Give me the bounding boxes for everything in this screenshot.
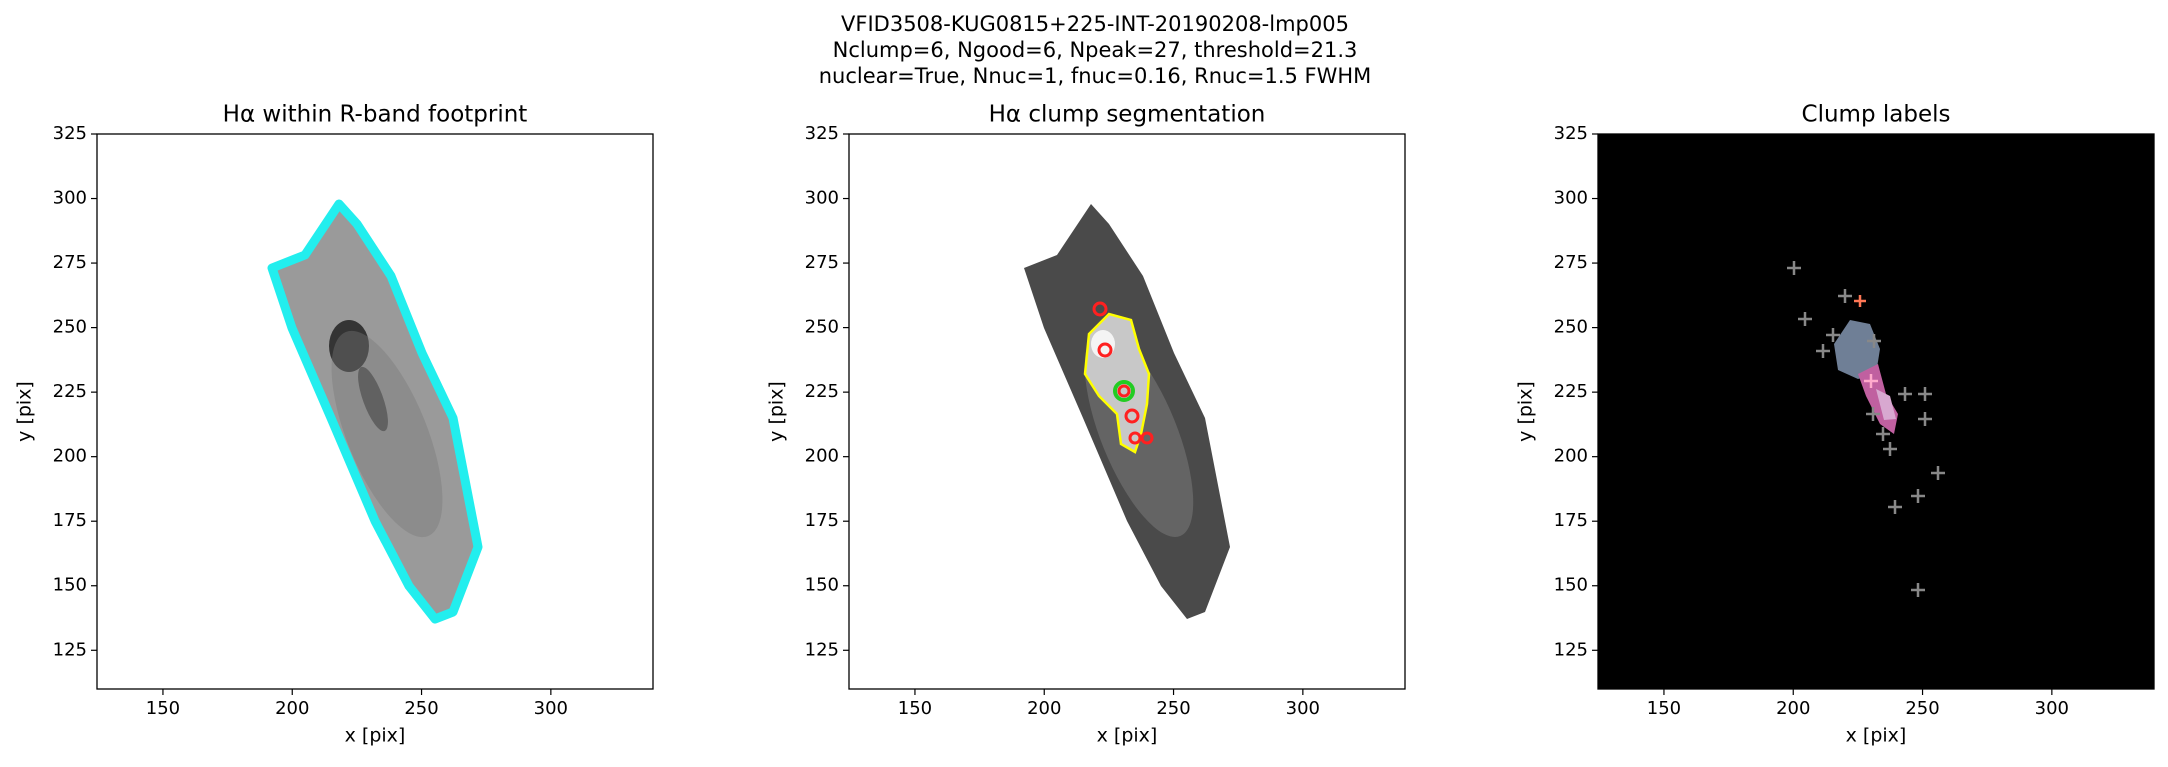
x-tick-label: 250 — [1156, 698, 1190, 719]
x-axis-label: x [pix] — [345, 725, 406, 747]
image-panel-3 — [1598, 134, 2154, 689]
suptitle: Nclump=6, Ngood=6, Npeak=27, threshold=2… — [833, 38, 1358, 62]
y-tick-label: 275 — [53, 252, 87, 273]
panel-title: Clump labels — [1802, 102, 1951, 128]
y-tick-label: 225 — [53, 381, 87, 402]
x-tick-label: 200 — [1776, 698, 1810, 719]
y-axis-label: y [pix] — [1515, 381, 1537, 442]
y-tick-label: 275 — [805, 252, 839, 273]
y-tick-label: 200 — [53, 446, 87, 467]
x-tick-label: 250 — [1905, 698, 1939, 719]
x-tick-label: 300 — [2035, 698, 2069, 719]
y-tick-label: 250 — [805, 317, 839, 338]
x-tick-label: 150 — [898, 698, 932, 719]
y-axis-label: y [pix] — [14, 381, 36, 442]
y-tick-label: 325 — [1554, 123, 1588, 144]
y-tick-label: 225 — [1554, 381, 1588, 402]
x-tick-label: 150 — [146, 698, 180, 719]
y-tick-label: 150 — [53, 575, 87, 596]
x-tick-label: 300 — [1286, 698, 1320, 719]
y-tick-label: 175 — [805, 510, 839, 531]
y-tick-label: 325 — [53, 123, 87, 144]
axes-frame — [848, 133, 1406, 690]
x-tick-label: 200 — [275, 698, 309, 719]
x-tick-label: 250 — [404, 698, 438, 719]
y-tick-label: 175 — [1554, 510, 1588, 531]
x-tick-label: 150 — [1647, 698, 1681, 719]
y-tick-label: 125 — [1554, 639, 1588, 660]
image-panel-2 — [1024, 204, 1230, 619]
axes-frame — [96, 133, 654, 690]
axes-frame — [1597, 133, 2155, 690]
image-panel-1 — [272, 204, 478, 619]
y-tick-label: 200 — [1554, 446, 1588, 467]
suptitle: VFID3508-KUG0815+225-INT-20190208-lmp005 — [841, 12, 1349, 36]
x-axis-label: x [pix] — [1097, 725, 1158, 747]
x-tick-label: 200 — [1027, 698, 1061, 719]
y-tick-label: 150 — [805, 575, 839, 596]
y-tick-label: 300 — [805, 188, 839, 209]
y-tick-label: 275 — [1554, 252, 1588, 273]
y-axis-label: y [pix] — [766, 381, 788, 442]
y-tick-label: 325 — [805, 123, 839, 144]
suptitle: nuclear=True, Nnuc=1, fnuc=0.16, Rnuc=1.… — [819, 64, 1372, 88]
x-tick-label: 300 — [534, 698, 568, 719]
y-tick-label: 225 — [805, 381, 839, 402]
y-tick-label: 250 — [1554, 317, 1588, 338]
y-tick-label: 300 — [53, 188, 87, 209]
y-tick-label: 175 — [53, 510, 87, 531]
y-tick-label: 150 — [1554, 575, 1588, 596]
y-tick-label: 125 — [805, 639, 839, 660]
y-tick-label: 200 — [805, 446, 839, 467]
x-axis-label: x [pix] — [1846, 725, 1907, 747]
y-tick-label: 250 — [53, 317, 87, 338]
y-tick-label: 300 — [1554, 188, 1588, 209]
panel-title: Hα within R-band footprint — [223, 102, 528, 128]
panel-title: Hα clump segmentation — [989, 102, 1266, 128]
y-tick-label: 125 — [53, 639, 87, 660]
